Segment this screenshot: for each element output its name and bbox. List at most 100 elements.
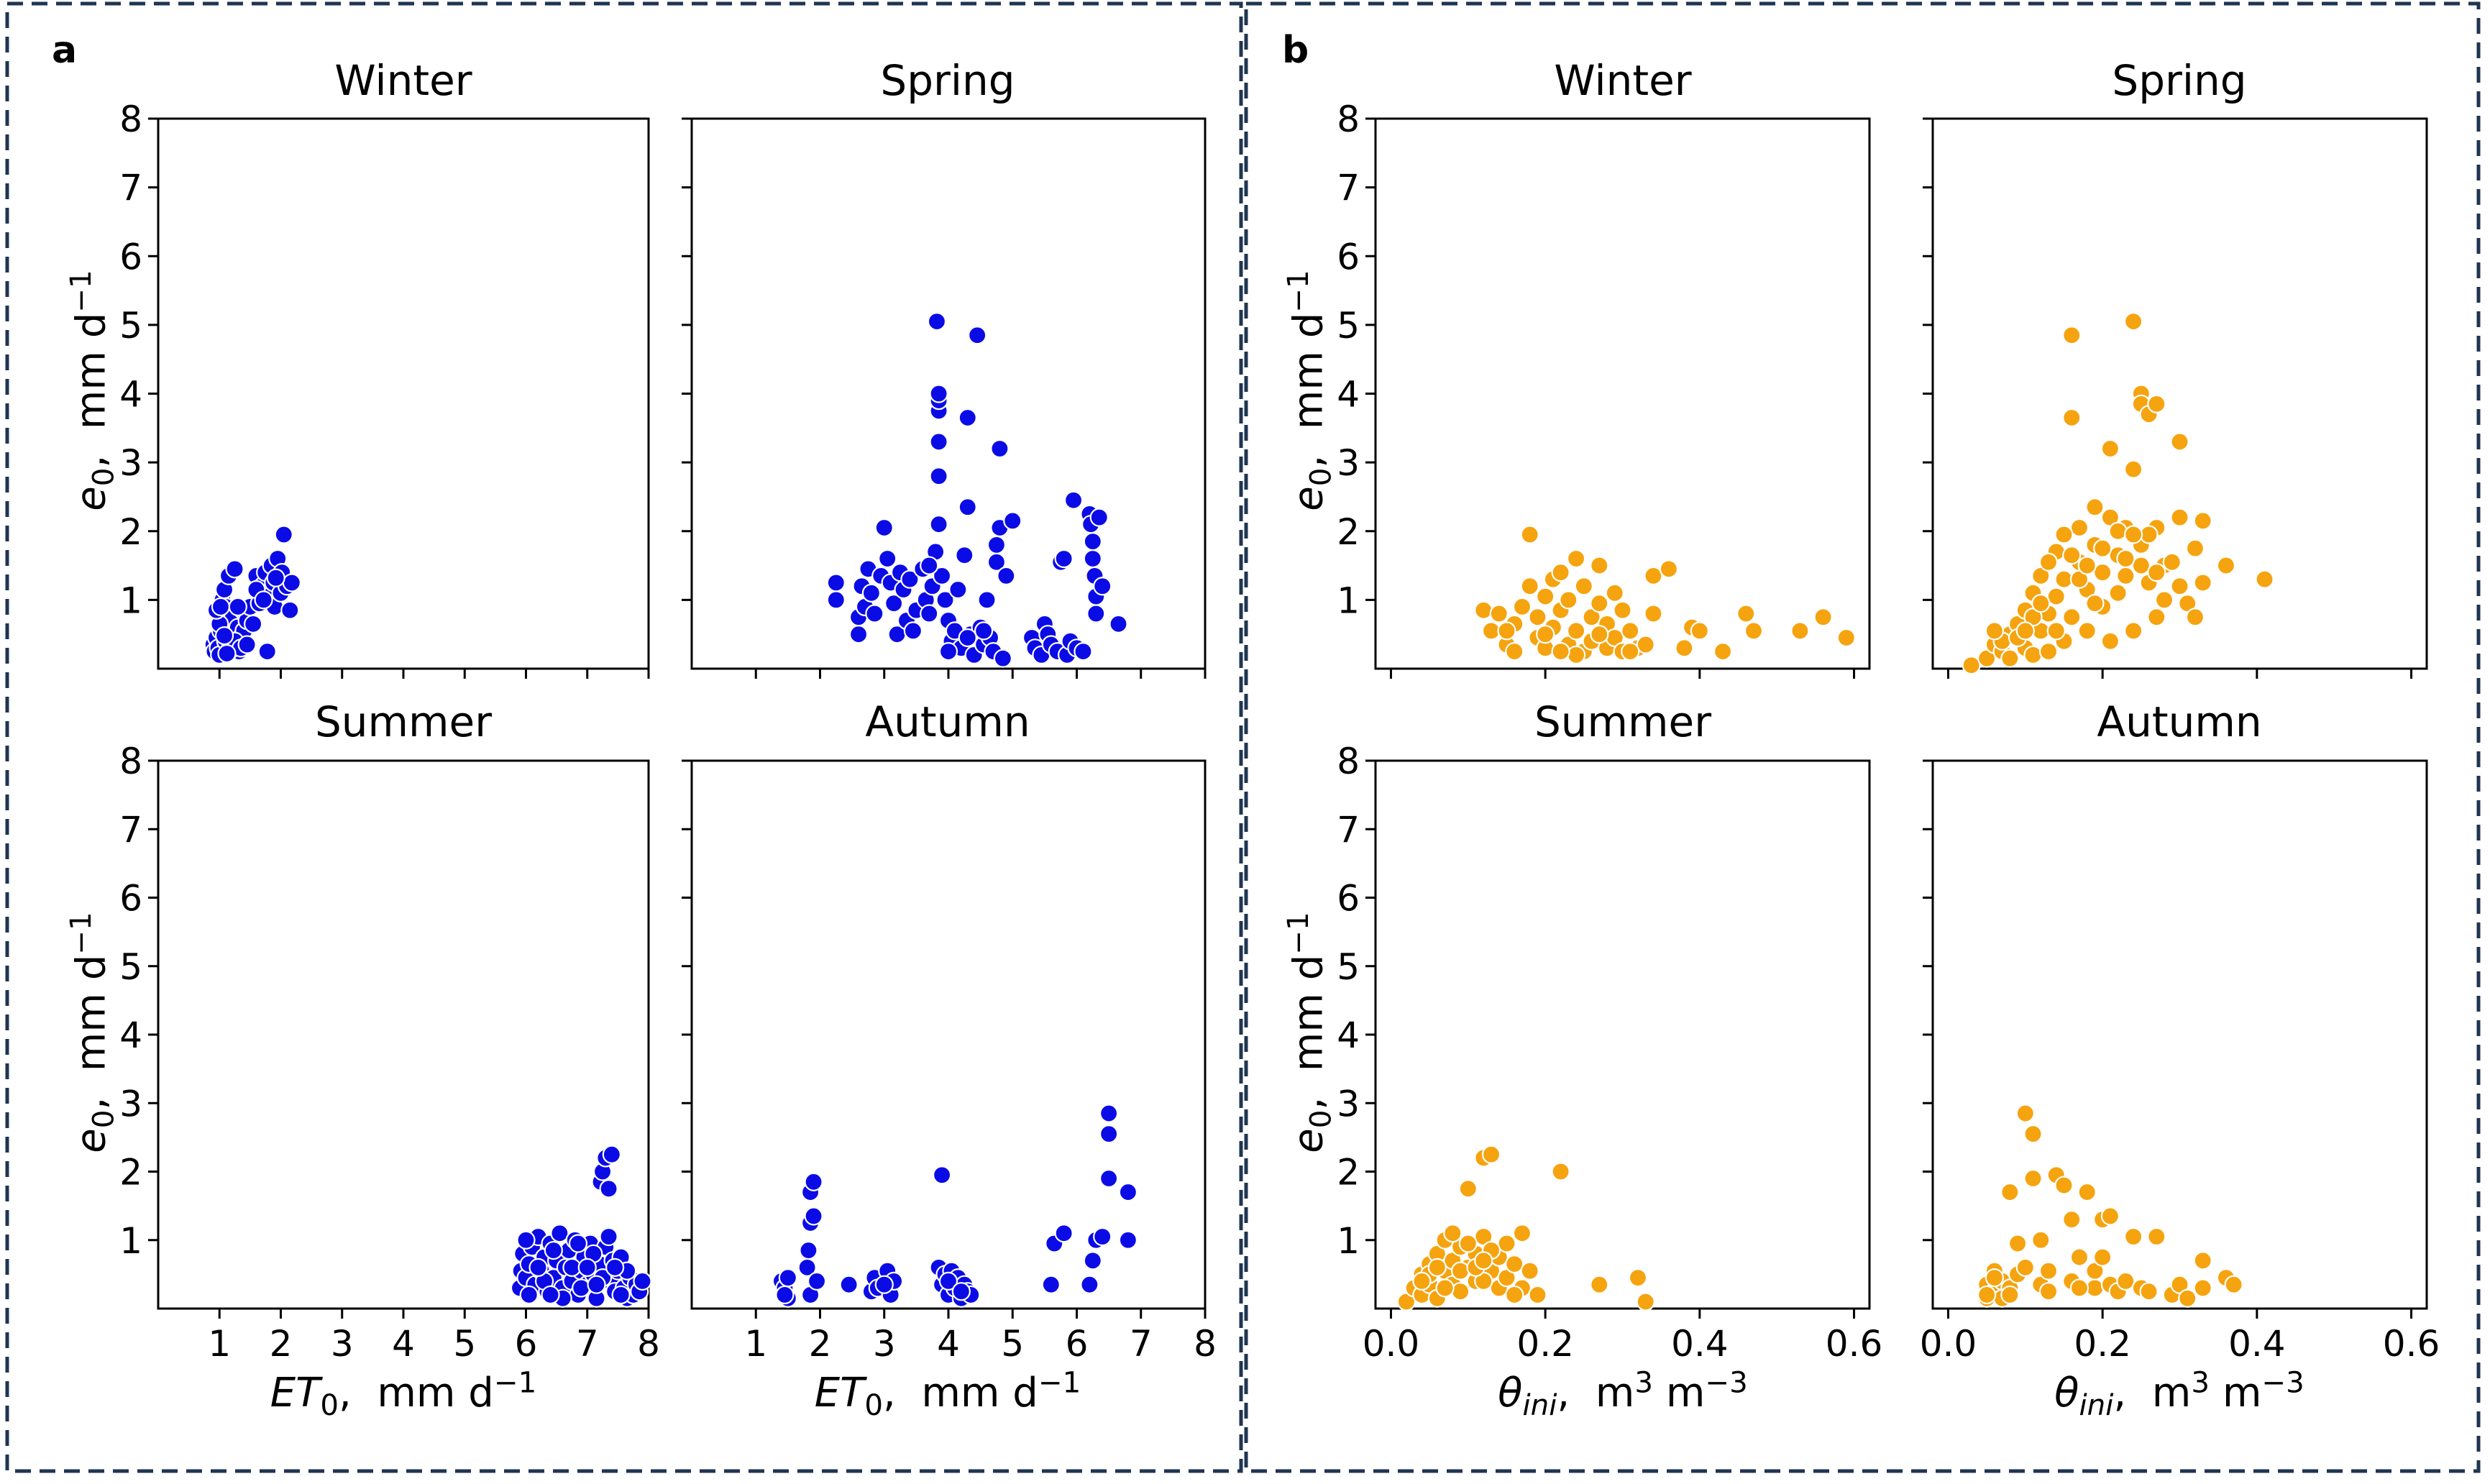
data-point <box>932 1165 952 1185</box>
data-point <box>2038 552 2059 572</box>
data-point <box>2139 1282 2159 1301</box>
subplot-title: Autumn <box>865 697 1030 746</box>
subplot-b-spring <box>1923 117 2428 679</box>
data-point <box>2046 587 2066 606</box>
data-point <box>2015 1258 2035 1277</box>
data-point <box>848 625 869 644</box>
data-point <box>929 467 948 486</box>
data-point <box>1489 604 1509 623</box>
data-point <box>2008 1234 2028 1253</box>
y-axis-label: e0, mm d−1 <box>1281 912 1338 1153</box>
x-axis-label: θini, m3 m−3 <box>2054 1365 2304 1423</box>
data-point <box>938 1271 958 1291</box>
data-point <box>2000 649 2020 668</box>
data-point <box>1109 614 1128 633</box>
data-point <box>1566 645 1586 664</box>
data-point <box>2123 1227 2143 1247</box>
data-point <box>1528 608 1547 627</box>
data-point <box>929 384 948 403</box>
data-point <box>254 590 273 610</box>
data-point <box>1427 1258 1447 1277</box>
data-point <box>1520 577 1539 596</box>
data-point <box>1551 1162 1570 1181</box>
data-point <box>2147 563 2166 582</box>
data-point <box>1412 1271 1432 1291</box>
data-point <box>2100 439 2120 459</box>
data-point <box>1512 1224 1532 1243</box>
data-point <box>1659 559 1679 579</box>
x-tick-label: 3 <box>331 1323 354 1365</box>
y-tick-label: 4 <box>1337 374 1360 416</box>
y-tick-label: 2 <box>119 1152 142 1194</box>
data-point <box>1744 621 1764 641</box>
data-point <box>1041 1275 1061 1294</box>
data-point <box>997 566 1016 586</box>
data-point <box>968 326 987 345</box>
data-point <box>1093 577 1112 596</box>
data-point <box>1074 641 1093 661</box>
data-point <box>1099 1168 1119 1188</box>
data-point <box>2147 394 2166 413</box>
data-point <box>2116 549 2136 569</box>
data-point <box>2062 608 2082 627</box>
data-point <box>266 568 285 587</box>
data-point <box>1636 635 1655 654</box>
data-point <box>2170 432 2189 452</box>
data-point <box>244 614 263 633</box>
x-tick-label: 5 <box>1001 1323 1024 1365</box>
x-tick-label: 0.4 <box>1671 1323 1729 1365</box>
x-tick-label: 8 <box>637 1323 660 1365</box>
y-tick-label: 8 <box>119 99 142 140</box>
data-point <box>516 1230 536 1250</box>
y-tick-label: 2 <box>1337 511 1360 553</box>
y-tick-label: 5 <box>119 946 142 988</box>
data-point <box>878 549 897 569</box>
data-point <box>884 594 904 613</box>
subplot-title: Winter <box>334 56 472 105</box>
data-point <box>974 621 994 641</box>
x-tick-label: 2 <box>270 1323 293 1365</box>
data-point <box>2023 1168 2043 1188</box>
y-tick-label: 1 <box>1337 1220 1360 1262</box>
data-point <box>1505 1254 1524 1274</box>
data-point <box>211 597 231 617</box>
data-point <box>519 1285 539 1305</box>
data-point <box>599 1179 618 1199</box>
data-point <box>2015 1104 2035 1123</box>
x-tick-label: 8 <box>1194 1323 1217 1365</box>
x-axis-label: ET0, mm d−1 <box>814 1365 1081 1423</box>
data-point <box>2015 621 2035 641</box>
y-tick-label: 6 <box>119 878 142 920</box>
data-point <box>1621 641 1640 661</box>
data-point <box>568 1234 588 1253</box>
data-point <box>2100 1206 2120 1226</box>
data-point <box>2062 1210 2082 1229</box>
data-point <box>1118 1230 1138 1250</box>
y-axis-label: e0, mm d−1 <box>63 912 121 1153</box>
data-point <box>874 518 894 538</box>
data-point <box>2054 1176 2074 1195</box>
data-point <box>541 1285 560 1305</box>
data-point <box>1636 1292 1655 1311</box>
data-point <box>2123 525 2143 544</box>
subplot-a-spring <box>682 117 1207 679</box>
data-point <box>1566 549 1586 569</box>
data-point <box>577 1258 597 1277</box>
x-tick-label: 3 <box>873 1323 896 1365</box>
data-point <box>2193 1278 2212 1298</box>
data-point <box>2077 556 2097 575</box>
subplot-b-autumn: 0.0 0.2 0.4 0.6 <box>1920 759 2440 1365</box>
data-point <box>2054 525 2074 544</box>
data-point <box>2131 556 2151 575</box>
data-point <box>1536 587 1555 606</box>
x-tick-label: 2 <box>809 1323 832 1365</box>
data-point <box>2147 1227 2166 1247</box>
data-point <box>1590 1275 1609 1294</box>
data-point <box>2162 552 2182 572</box>
data-point <box>990 439 1010 459</box>
data-point <box>1520 1261 1539 1281</box>
data-point <box>1497 1234 1516 1253</box>
data-point <box>2193 1251 2212 1270</box>
